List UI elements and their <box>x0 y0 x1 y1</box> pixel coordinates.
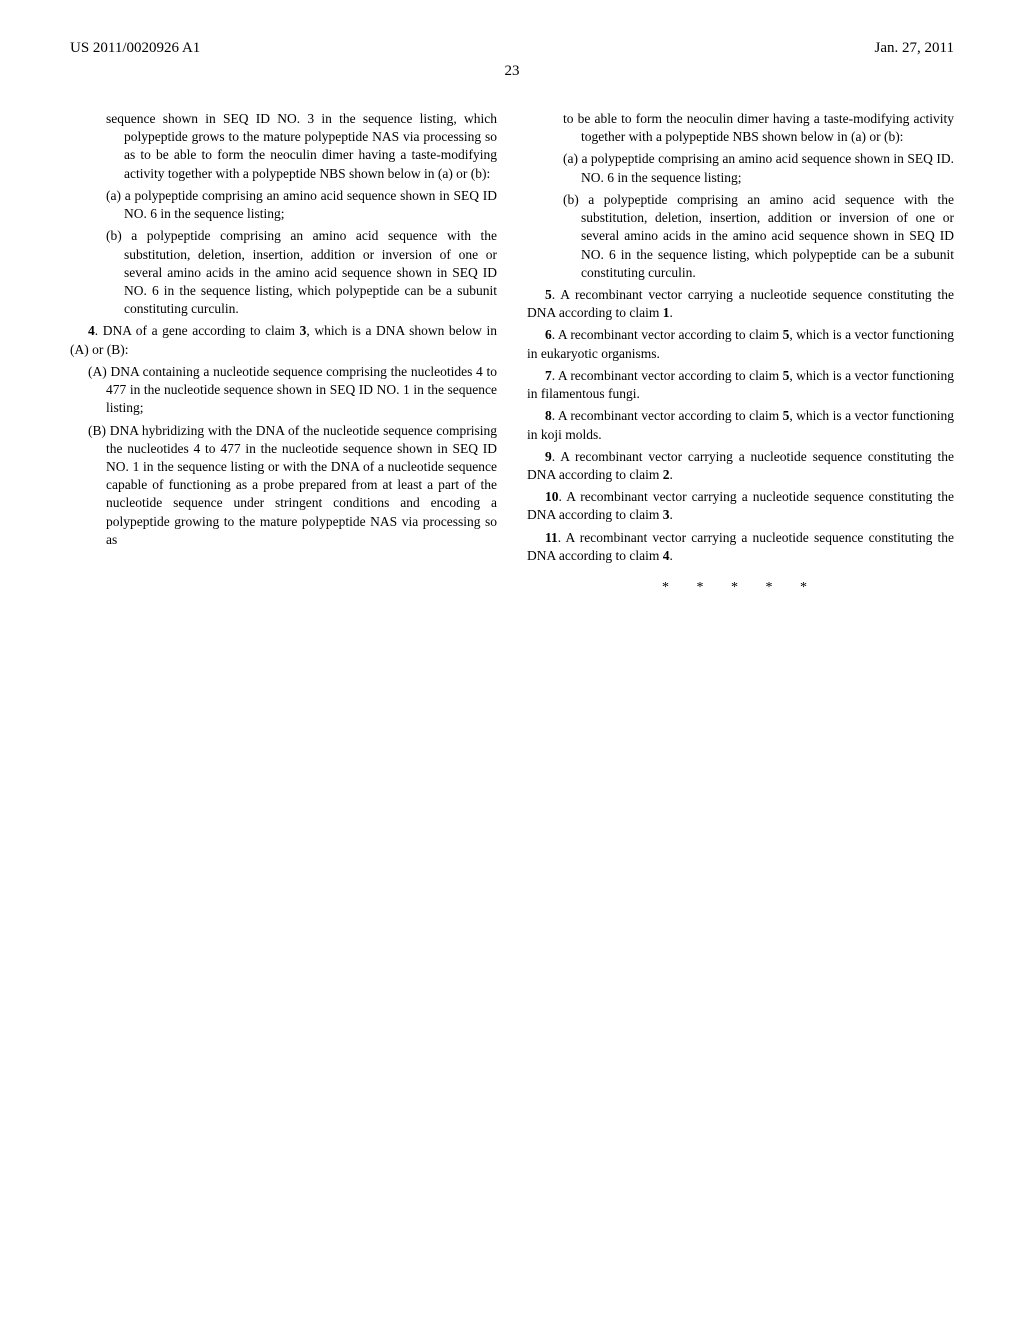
publication-number: US 2011/0020926 A1 <box>70 40 200 57</box>
claim-text: . A recombinant vector carrying a nucleo… <box>527 489 954 522</box>
claim-11: 11. A recombinant vector carrying a nucl… <box>527 529 954 565</box>
body-text: (A) DNA containing a nucleotide sequence… <box>70 363 497 418</box>
right-column: to be able to form the neoculin dimer ha… <box>527 110 954 598</box>
claim-6: 6. A recombinant vector according to cla… <box>527 326 954 362</box>
page-header: US 2011/0020926 A1 Jan. 27, 2011 <box>70 40 954 57</box>
body-text: (a) a polypeptide comprising an amino ac… <box>527 150 954 186</box>
claim-tail: . <box>669 548 672 563</box>
claim-7: 7. A recombinant vector according to cla… <box>527 367 954 403</box>
claim-tail: . <box>669 305 672 320</box>
body-text: (b) a polypeptide comprising an amino ac… <box>70 227 497 318</box>
claim-text: . DNA of a gene according to claim <box>95 323 300 338</box>
claim-text: . A recombinant vector according to clai… <box>552 327 783 342</box>
claim-number: 5 <box>545 287 552 302</box>
claim-number: 7 <box>545 368 552 383</box>
page-number: 23 <box>70 63 954 80</box>
end-of-claims-marks: * * * * * <box>527 579 954 598</box>
claim-number: 8 <box>545 408 552 423</box>
claim-tail: . <box>669 507 672 522</box>
claim-number: 11 <box>545 530 558 545</box>
claim-text: . A recombinant vector carrying a nucleo… <box>527 530 954 563</box>
claim-text: . A recombinant vector according to clai… <box>552 368 783 383</box>
body-text: to be able to form the neoculin dimer ha… <box>527 110 954 146</box>
claim-text: . A recombinant vector according to clai… <box>552 408 783 423</box>
claim-number: 10 <box>545 489 559 504</box>
claim-text: . A recombinant vector carrying a nucleo… <box>527 287 954 320</box>
claim-5: 5. A recombinant vector carrying a nucle… <box>527 286 954 322</box>
claim-10: 10. A recombinant vector carrying a nucl… <box>527 488 954 524</box>
left-column: sequence shown in SEQ ID NO. 3 in the se… <box>70 110 497 598</box>
claim-9: 9. A recombinant vector carrying a nucle… <box>527 448 954 484</box>
body-text: sequence shown in SEQ ID NO. 3 in the se… <box>70 110 497 183</box>
body-text: (b) a polypeptide comprising an amino ac… <box>527 191 954 282</box>
claim-text: . A recombinant vector carrying a nucleo… <box>527 449 954 482</box>
claim-8: 8. A recombinant vector according to cla… <box>527 407 954 443</box>
page-container: US 2011/0020926 A1 Jan. 27, 2011 23 sequ… <box>0 0 1024 1320</box>
claim-4: 4. DNA of a gene according to claim 3, w… <box>70 322 497 358</box>
text-columns: sequence shown in SEQ ID NO. 3 in the se… <box>70 110 954 598</box>
claim-tail: . <box>669 467 672 482</box>
claim-number: 6 <box>545 327 552 342</box>
claim-number: 9 <box>545 449 552 464</box>
publication-date: Jan. 27, 2011 <box>875 40 954 57</box>
claim-number: 4 <box>88 323 95 338</box>
body-text: (B) DNA hybridizing with the DNA of the … <box>70 422 497 550</box>
body-text: (a) a polypeptide comprising an amino ac… <box>70 187 497 223</box>
